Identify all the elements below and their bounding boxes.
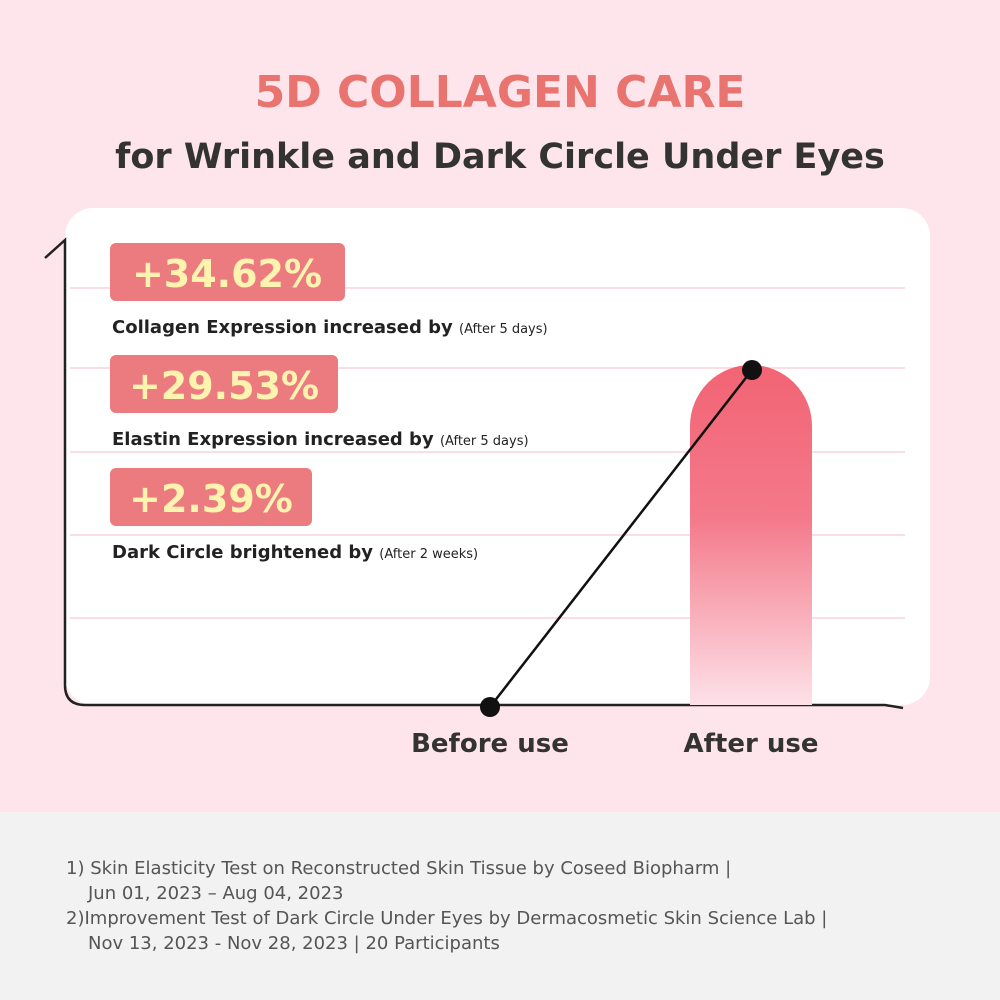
stat-value: +29.53% (129, 364, 319, 408)
stat-note: (After 2 weeks) (379, 547, 478, 562)
stat-note: (After 5 days) (459, 322, 548, 337)
stat-badge (110, 355, 338, 413)
subtitle: for Wrinkle and Dark Circle Under Eyes (115, 137, 885, 177)
stat-label: Dark Circle brightened by (After 2 weeks… (112, 542, 478, 563)
trend-line (489, 369, 753, 708)
axis (44, 237, 904, 710)
axis-label: Before use (411, 729, 569, 759)
stat-label-text: Elastin Expression increased by (112, 429, 434, 450)
stat-label: Collagen Expression increased by (After … (112, 317, 548, 338)
stat-label: Elastin Expression increased by (After 5… (112, 429, 529, 450)
footnote: Jun 01, 2023 – Aug 04, 2023 (87, 883, 343, 904)
title: 5D COLLAGEN CARE (255, 67, 746, 118)
stat-label-text: Collagen Expression increased by (112, 317, 453, 338)
axis-label: After use (684, 729, 819, 759)
footnote: 1) Skin Elasticity Test on Reconstructed… (66, 858, 731, 879)
after-dot (742, 360, 762, 380)
after-pillar (690, 365, 812, 705)
footnote: Nov 13, 2023 - Nov 28, 2023 | 20 Partici… (88, 933, 500, 954)
stat-value: +34.62% (132, 252, 322, 296)
before-dot (480, 697, 500, 717)
footnote: 2)Improvement Test of Dark Circle Under … (66, 908, 827, 929)
stat-label-text: Dark Circle brightened by (112, 542, 373, 563)
bottom-background (0, 812, 1000, 1000)
footnotes: 1) Skin Elasticity Test on Reconstructed… (66, 858, 827, 954)
stat-value: +2.39% (129, 477, 293, 521)
stat-note: (After 5 days) (440, 434, 529, 449)
stat-badge (110, 243, 345, 301)
stat-badge (110, 468, 312, 526)
